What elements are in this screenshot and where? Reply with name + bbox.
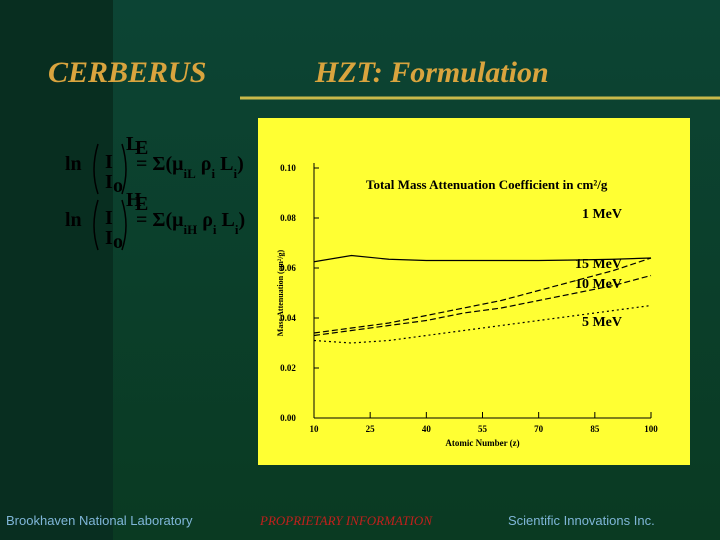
y-tick-label: 0.02 (280, 363, 296, 373)
chart-background (258, 118, 690, 465)
chart-title: Total Mass Attenuation Coefficient in cm… (366, 177, 608, 192)
series-label: 1 MeV (582, 207, 622, 222)
series-line (313, 257, 652, 334)
eq-den-sub: o (113, 175, 123, 197)
equations: ln II oLE= Σ(μiL ρi Li)ln II oHE= Σ(μiH ρi L… (65, 133, 245, 253)
eq-den: I (105, 227, 113, 249)
left-band (0, 0, 113, 540)
x-tick-label: 55 (478, 424, 488, 434)
x-tick-label: 40 (422, 424, 432, 434)
y-tick-label: 0.08 (280, 213, 296, 223)
eq-part: = Σ(μ (136, 209, 184, 231)
eq-part: L (215, 153, 233, 175)
eq-part: ρ (196, 153, 212, 175)
eq-part: = Σ(μ (136, 153, 184, 175)
y-tick-label: 0.10 (280, 163, 296, 173)
eq-paren (121, 143, 127, 195)
x-tick-label: 100 (644, 424, 658, 434)
eq-part: iH (183, 222, 197, 237)
eq-part: i (211, 166, 215, 181)
chart: 0.00 0.02 0.04 0.06 0.08 0.10 10 25 40 55 70 85 100 T… (276, 163, 658, 448)
eq-rhs: = Σ(μiH ρi Li) (136, 209, 245, 237)
eq-ln: ln (65, 153, 82, 175)
eq-part: ) (239, 209, 246, 231)
eq-rhs: = Σ(μiL ρi Li) (136, 153, 244, 181)
x-tick-label: 10 (310, 424, 320, 434)
footer-center: PROPRIETARY INFORMATION (259, 513, 433, 528)
eq-part: ) (237, 153, 244, 175)
eq-part: L (217, 209, 235, 231)
y-tick-label: 0.04 (280, 313, 296, 323)
eq-part: ρ (197, 209, 213, 231)
eq-paren (121, 199, 127, 251)
series-label: 5 MeV (582, 315, 622, 330)
footer-left: Brookhaven National Laboratory (6, 513, 193, 528)
eq-exp: L (126, 133, 139, 155)
eq-part: i (235, 222, 239, 237)
eq-part: i (213, 222, 217, 237)
y-tick-label: 0.00 (280, 413, 296, 423)
y-tick-label: 0.06 (280, 263, 296, 273)
title: HZT: Formulation (314, 56, 549, 89)
eq-den-sub: o (113, 231, 123, 253)
eq-den: I (105, 171, 113, 193)
series-label: 10 MeV (575, 277, 622, 292)
eq-part: iL (183, 166, 196, 181)
series-line (313, 304, 652, 344)
eq-num: I (105, 151, 113, 173)
eq-exp: H (126, 189, 142, 211)
footer-right: Scientific Innovations Inc. (508, 513, 655, 528)
x-tick-label: 25 (366, 424, 376, 434)
x-tick-label: 70 (534, 424, 544, 434)
y-axis-label: Mass Attenuation (cm²/g) (276, 249, 285, 336)
series-line (313, 254, 652, 263)
x-axis-label: Atomic Number (z) (445, 438, 519, 448)
eq-num: I (105, 207, 113, 229)
series-line (313, 274, 652, 337)
eq-exp-sub: E (135, 193, 148, 215)
series-label: 15 MeV (575, 257, 622, 272)
eq-paren (93, 199, 99, 251)
eq-exp-sub: E (135, 137, 148, 159)
eq-part: i (233, 166, 237, 181)
left-title: CERBERUS (48, 56, 206, 89)
eq-ln: ln (65, 209, 82, 231)
eq-paren (93, 143, 99, 195)
x-tick-label: 85 (590, 424, 600, 434)
